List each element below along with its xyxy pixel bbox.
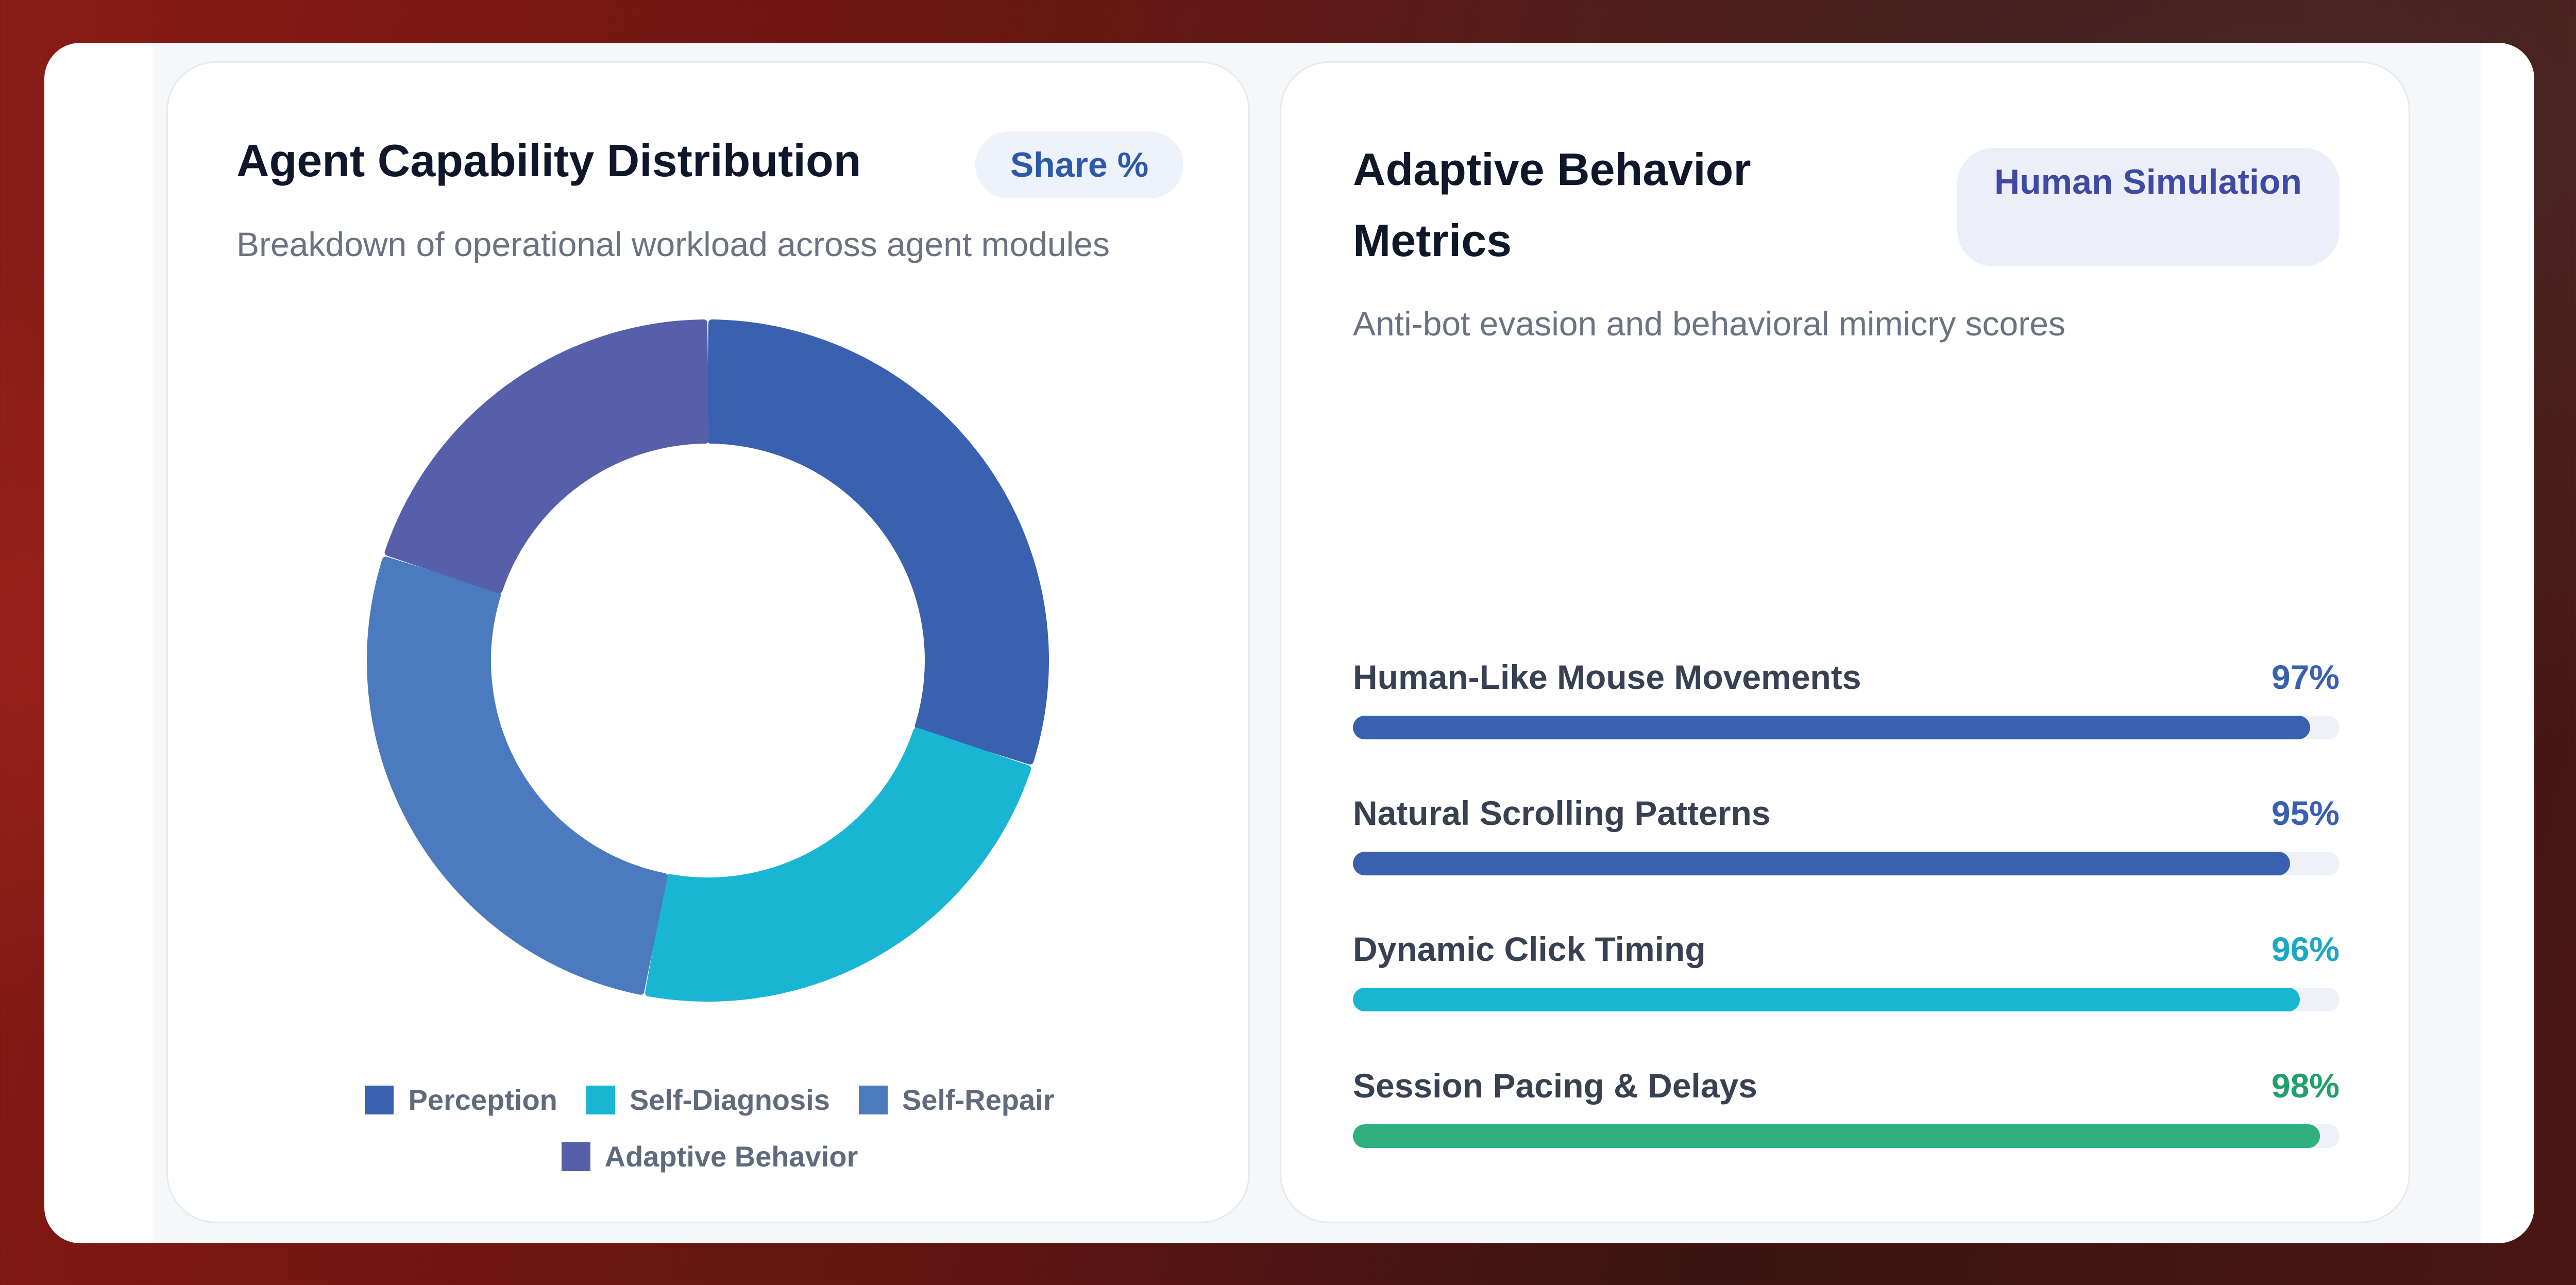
legend-label-adaptive-behavior: Adaptive Behavior — [604, 1140, 858, 1173]
legend-item-self-repair[interactable]: Self-Repair — [858, 1083, 1055, 1117]
metric-bar — [1353, 988, 2300, 1011]
metric-label: Natural Scrolling Patterns — [1353, 794, 1771, 832]
adaptive-card-title: Adaptive Behavior Metrics — [1353, 144, 1751, 266]
metric-bar — [1353, 716, 2310, 739]
metric-track — [1353, 716, 2340, 739]
metric-value: 95% — [2271, 794, 2340, 832]
metric-value: 96% — [2271, 930, 2340, 968]
metric-value: 97% — [2271, 658, 2340, 696]
legend-swatch-self-repair — [858, 1085, 888, 1114]
human-simulation-badge: Human Simulation — [1957, 148, 2340, 266]
metric-bar — [1353, 1124, 2320, 1148]
capability-distribution-card: Agent Capability Distribution Share % Br… — [166, 61, 1250, 1223]
adaptive-behavior-card: Adaptive Behavior Metrics Human Simulati… — [1280, 61, 2410, 1223]
legend-label-self-diagnosis: Self-Diagnosis — [629, 1084, 830, 1116]
legend-item-perception[interactable]: Perception — [365, 1083, 557, 1117]
metric-label: Session Pacing & Delays — [1353, 1067, 1758, 1105]
capability-card-title: Agent Capability Distribution — [236, 135, 861, 186]
legend-swatch-adaptive-behavior — [561, 1142, 590, 1171]
legend-swatch-self-diagnosis — [586, 1085, 615, 1114]
donut-slice-perception[interactable] — [707, 319, 1049, 765]
donut-legend-row-2: Adaptive Behavior — [168, 1140, 1251, 1173]
capability-donut-chart — [367, 319, 1049, 1002]
donut-slice-self-repair[interactable] — [367, 556, 668, 995]
metric-label: Dynamic Click Timing — [1353, 930, 1706, 968]
metric-value: 98% — [2271, 1067, 2340, 1105]
metric-track — [1353, 1124, 2340, 1148]
donut-slice-adaptive-behavior[interactable] — [384, 319, 709, 594]
legend-label-perception: Perception — [408, 1084, 557, 1116]
legend-swatch-perception — [365, 1085, 394, 1114]
legend-item-self-diagnosis[interactable]: Self-Diagnosis — [586, 1083, 830, 1117]
legend-item-adaptive-behavior[interactable]: Adaptive Behavior — [561, 1140, 858, 1173]
adaptive-card-subtitle: Anti-bot evasion and behavioral mimicry … — [1353, 305, 2065, 343]
donut-legend-row-1: Perception Self-Diagnosis Self-Repair — [168, 1083, 1251, 1117]
metric-track — [1353, 988, 2340, 1011]
capability-card-subtitle: Breakdown of operational workload across… — [236, 225, 1110, 263]
metric-bar — [1353, 852, 2291, 875]
share-percent-badge: Share % — [975, 131, 1183, 198]
metric-label: Human-Like Mouse Movements — [1353, 658, 1861, 696]
metric-track — [1353, 852, 2340, 875]
donut-slice-self-diagnosis[interactable] — [645, 728, 1031, 1002]
legend-label-self-repair: Self-Repair — [902, 1084, 1055, 1116]
